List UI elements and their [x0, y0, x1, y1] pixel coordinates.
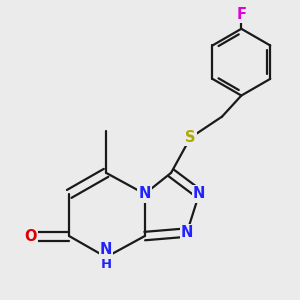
- Text: N: N: [139, 186, 151, 201]
- Text: N: N: [100, 250, 112, 265]
- Text: F: F: [236, 7, 246, 22]
- Text: N: N: [100, 242, 112, 257]
- Text: N: N: [181, 225, 193, 240]
- Text: N: N: [193, 186, 206, 201]
- Text: O: O: [24, 229, 37, 244]
- Text: H: H: [100, 258, 112, 272]
- Text: S: S: [185, 130, 196, 145]
